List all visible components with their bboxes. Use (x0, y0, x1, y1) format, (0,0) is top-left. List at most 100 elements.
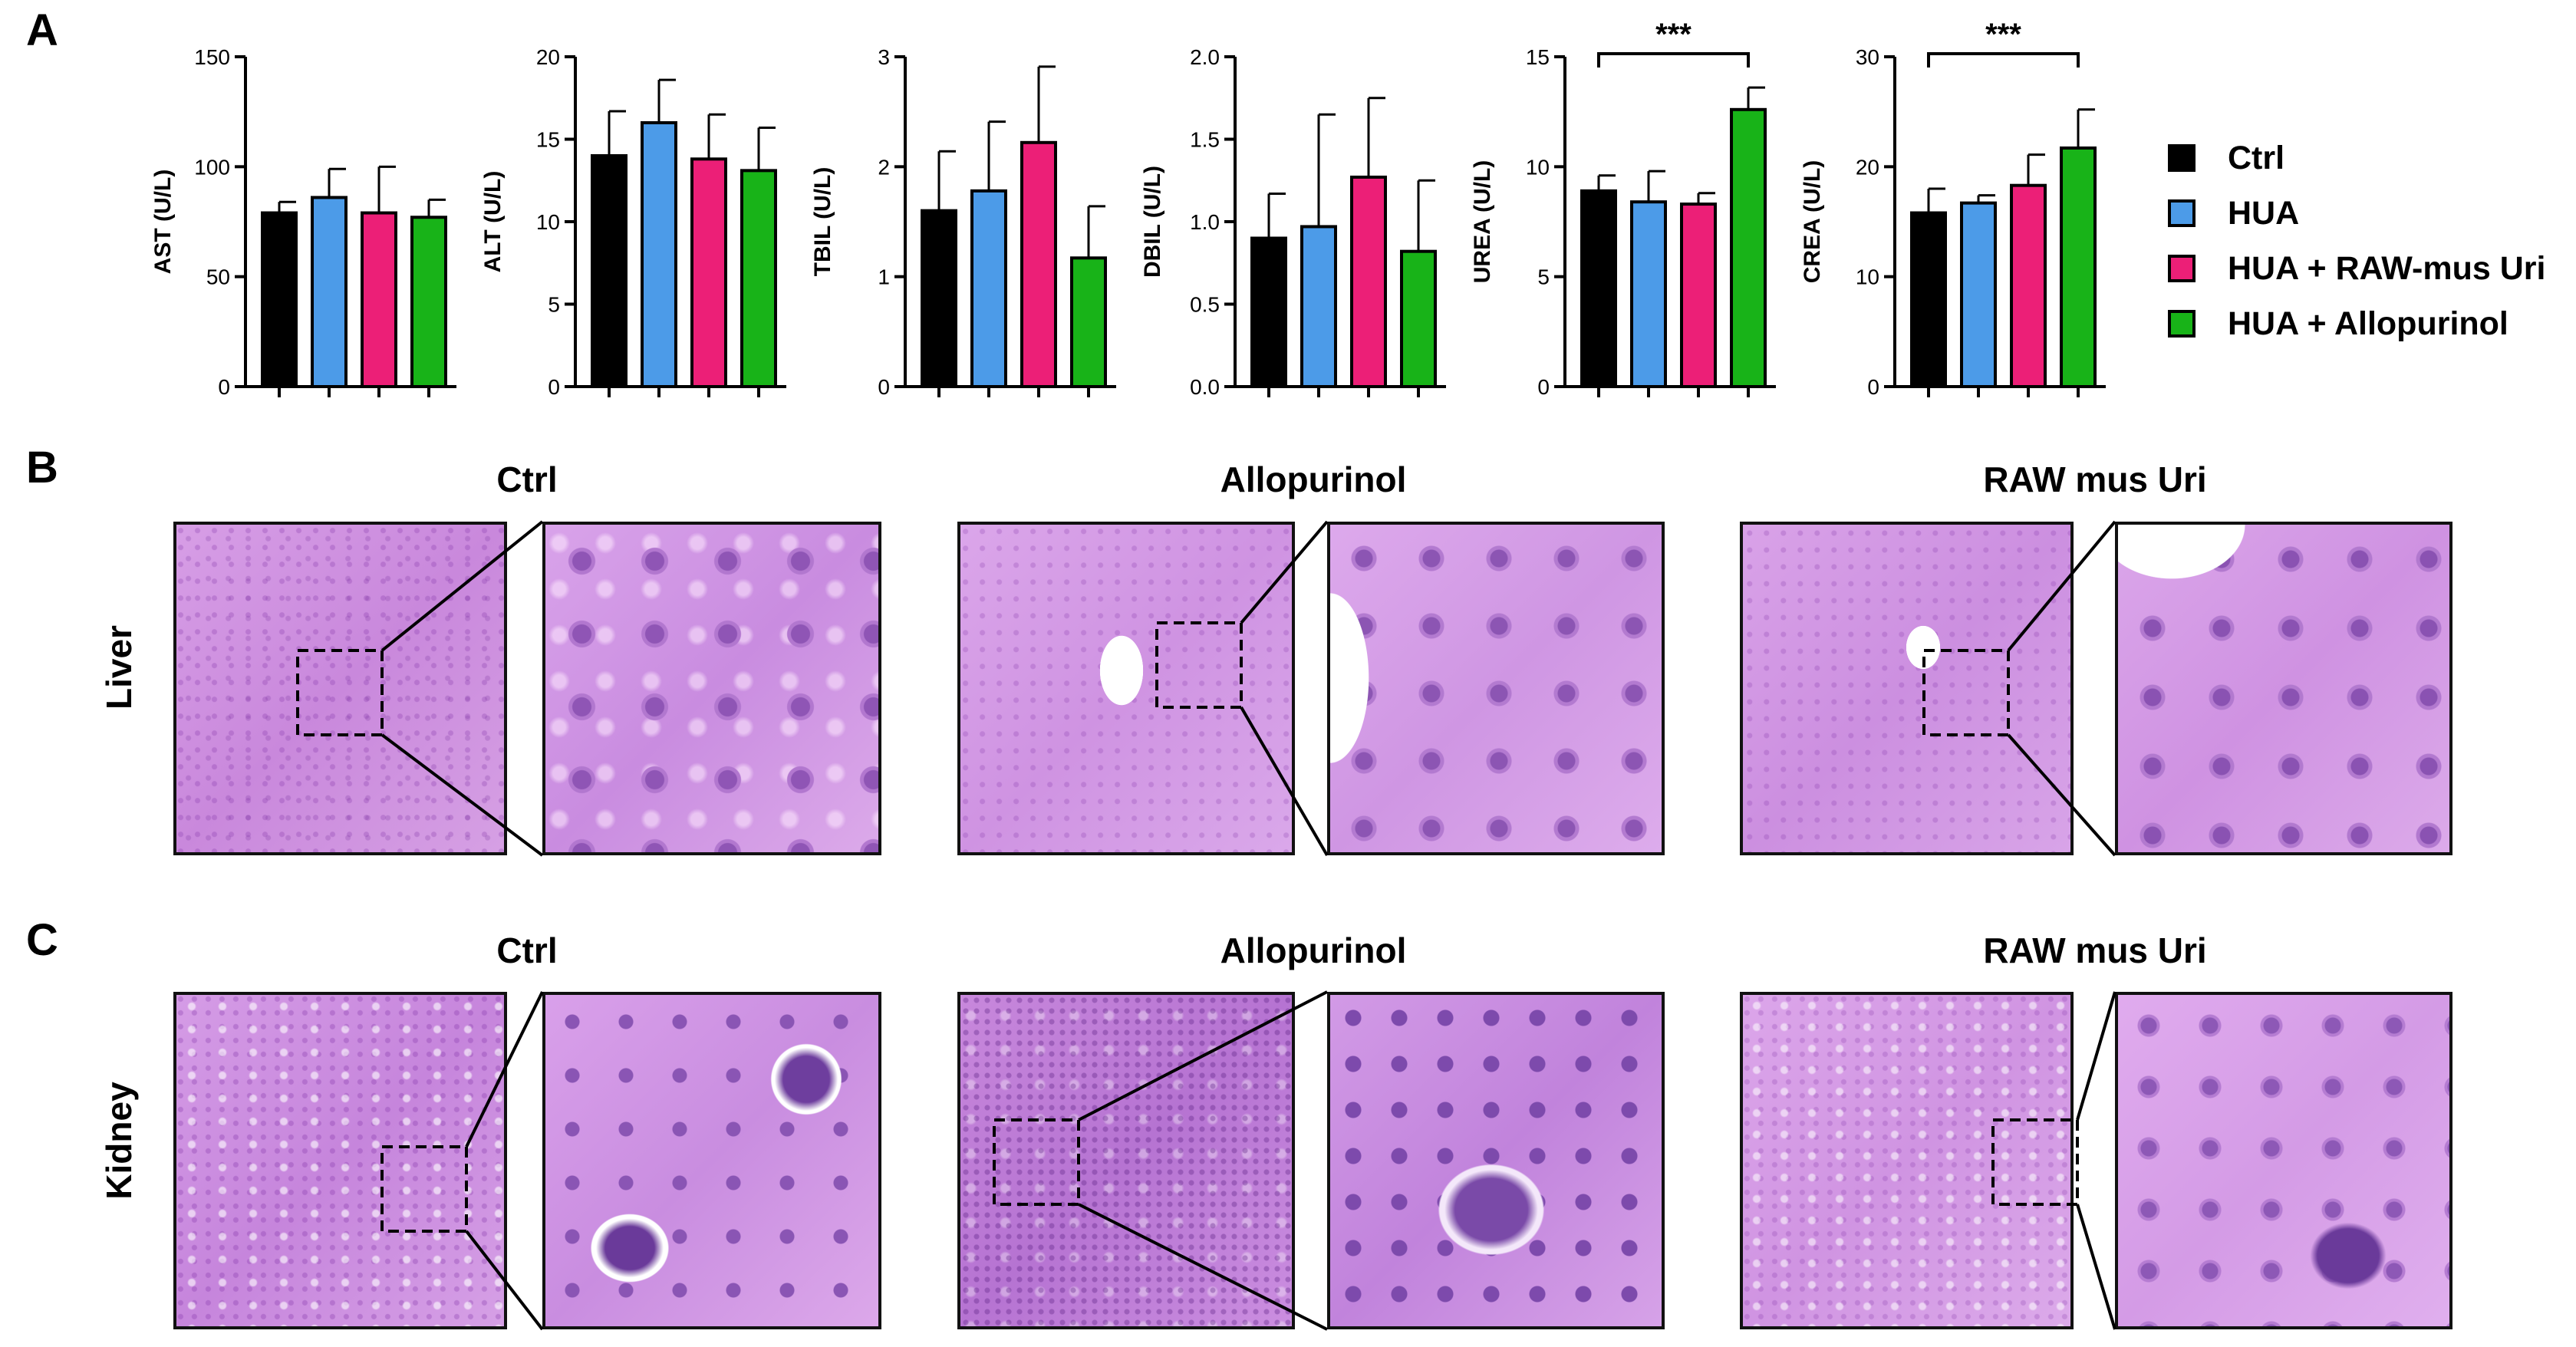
column-title-allopurinol-liver: Allopurinol (1220, 459, 1407, 499)
y-axis-label: DBIL (U/L) (1140, 166, 1165, 278)
kidney-ctrl-zoom-image (542, 992, 881, 1329)
legend-label: HUA + RAW-mus Uri (2228, 249, 2546, 287)
y-axis-label: AST (U/L) (150, 170, 176, 275)
bar (1300, 225, 1337, 388)
chart-urea: 0 5 10 15 UREA (U/L) *** (1470, 18, 1776, 399)
y-tick-label: 50 (206, 265, 230, 289)
legend-swatch (2168, 199, 2196, 227)
y-tick-label: 2.0 (1190, 45, 1220, 69)
chart-ast: 0 50 100 150 AST (U/L) (150, 45, 456, 399)
chart-tbil: 0 1 2 3 TBIL (U/L) (810, 45, 1116, 399)
legend-swatch (2168, 144, 2196, 172)
y-tick-label: 100 (194, 155, 230, 179)
bar (1020, 140, 1057, 389)
chart-alt: 0 5 10 15 20 ALT (U/L) (480, 45, 786, 399)
y-tick-label: 2 (878, 155, 890, 179)
y-tick-label: 10 (1856, 265, 1879, 289)
legend-label: HUA + Allopurinol (2228, 305, 2508, 342)
y-tick-label: 150 (194, 45, 230, 69)
bar (1630, 200, 1667, 388)
bar (1070, 256, 1107, 388)
y-tick-label: 0 (218, 375, 230, 399)
y-tick-label: 20 (1856, 155, 1879, 179)
bar (740, 169, 777, 388)
bar (2060, 146, 2097, 388)
column-title-allopurinol-kidney: Allopurinol (1220, 930, 1407, 970)
y-tick-label: 0 (548, 375, 560, 399)
bar (1250, 236, 1287, 388)
significance-bracket (1927, 52, 2080, 68)
legend-label: Ctrl (2228, 139, 2285, 176)
y-axis-label: CREA (U/L) (1800, 160, 1825, 284)
kidney-allopurinol-overview-image (957, 992, 1295, 1329)
legend-swatch (2168, 310, 2196, 338)
bar (410, 216, 447, 388)
zoom-line (2076, 991, 2116, 1121)
liver-raw-zoom-image (2115, 522, 2452, 855)
kidney-raw-zoom-image (2115, 992, 2452, 1329)
chart-dbil: 0.0 0.5 1.0 1.5 2.0 DBIL (U/L) (1140, 45, 1446, 399)
bar (970, 189, 1007, 388)
bar (690, 157, 727, 389)
chart-legend: Ctrl HUA HUA + RAW-mus Uri HUA + Allopur… (2168, 130, 2545, 351)
column-title-raw-liver: RAW mus Uri (1983, 459, 2207, 499)
bar (1400, 249, 1437, 389)
bar (1580, 189, 1617, 388)
y-tick-label: 10 (536, 210, 560, 234)
bar (261, 211, 298, 388)
significance-bracket (1597, 52, 1750, 68)
bar (1350, 175, 1387, 388)
bar (311, 196, 348, 388)
y-tick-label: 1.5 (1190, 128, 1220, 152)
liver-raw-overview-image (1740, 522, 2074, 855)
bar (2010, 183, 2047, 388)
kidney-ctrl-overview-image (173, 992, 507, 1329)
bar (1730, 107, 1767, 389)
y-tick-label: 20 (536, 45, 560, 69)
bar (361, 211, 397, 388)
row-label-liver: Liver (99, 625, 139, 710)
kidney-allopurinol-zoom-image (1327, 992, 1665, 1329)
liver-ctrl-zoom-image (542, 522, 881, 855)
y-tick-label: 0 (878, 375, 890, 399)
zoom-line (2076, 1204, 2116, 1330)
y-tick-label: 0.5 (1190, 293, 1220, 317)
legend-item-hua: HUA (2168, 186, 2545, 241)
row-label-kidney: Kidney (99, 1082, 139, 1200)
liver-ctrl-overview-image (173, 522, 507, 855)
y-tick-label: 3 (878, 45, 890, 69)
significance-label: *** (1655, 18, 1692, 51)
bar (1680, 203, 1717, 389)
bar (921, 209, 957, 388)
kidney-raw-overview-image (1740, 992, 2074, 1329)
column-title-raw-kidney: RAW mus Uri (1983, 930, 2207, 970)
y-tick-label: 5 (1537, 265, 1550, 289)
legend-label: HUA (2228, 194, 2300, 232)
panel-label-a: A (26, 5, 58, 55)
y-tick-label: 0.0 (1190, 375, 1220, 399)
y-tick-label: 1.0 (1190, 210, 1220, 234)
y-tick-label: 15 (536, 128, 560, 152)
y-tick-label: 0 (1537, 375, 1550, 399)
y-axis-label: UREA (U/L) (1470, 160, 1495, 284)
y-tick-label: 10 (1526, 155, 1550, 179)
legend-item-ctrl: Ctrl (2168, 130, 2545, 186)
bar (641, 121, 677, 388)
legend-item-hua-raw: HUA + RAW-mus Uri (2168, 241, 2545, 296)
y-axis-label: ALT (U/L) (480, 171, 506, 273)
bar (1960, 201, 1997, 388)
significance-label: *** (1985, 18, 2021, 51)
y-axis-label: TBIL (U/L) (810, 167, 835, 277)
y-tick-label: 0 (1867, 375, 1879, 399)
column-title-ctrl-kidney: Ctrl (496, 930, 558, 970)
liver-allopurinol-zoom-image (1327, 522, 1665, 855)
y-tick-label: 1 (878, 265, 890, 289)
legend-swatch (2168, 255, 2196, 282)
y-tick-label: 5 (548, 293, 560, 317)
legend-item-hua-allopurinol: HUA + Allopurinol (2168, 296, 2545, 351)
bar (591, 154, 628, 388)
column-title-ctrl-liver: Ctrl (496, 459, 558, 499)
bar (1910, 211, 1947, 388)
panel-label-b: B (26, 443, 58, 492)
y-tick-label: 30 (1856, 45, 1879, 69)
